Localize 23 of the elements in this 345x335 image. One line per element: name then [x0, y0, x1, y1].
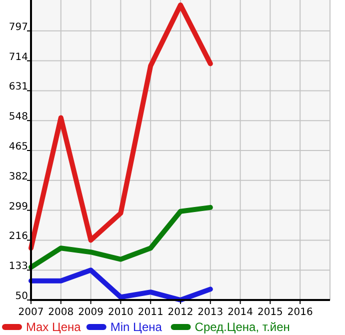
x-tick-label: 2013	[198, 307, 224, 318]
legend-label: Min Цена	[110, 320, 162, 334]
y-tick-label: 465	[8, 142, 28, 152]
legend-label: Max Цена	[26, 320, 82, 334]
y-tick-label: 548	[8, 112, 28, 123]
x-tick-label: 2008	[48, 307, 74, 318]
y-tick-label: 382	[8, 171, 28, 182]
x-tick-label: 2012	[168, 307, 194, 318]
y-tick-label: 50	[15, 291, 28, 302]
y-tick-label: 299	[8, 201, 28, 212]
y-tick-label: 216	[8, 231, 28, 242]
x-tick-label: 2011	[138, 307, 164, 318]
y-tick-label: 631	[8, 82, 28, 93]
x-tick-label: 2007	[18, 307, 44, 318]
x-tick-label: 2015	[257, 307, 283, 318]
y-tick-label: 714	[8, 52, 28, 63]
y-tick-label: 133	[8, 261, 28, 272]
x-tick-label: 2010	[108, 307, 134, 318]
y-tick-label: 797	[8, 22, 28, 33]
x-tick-label: 2014	[228, 307, 254, 318]
legend-label: Сред.Цена, т.йен	[194, 320, 290, 334]
x-tick-label: 2009	[78, 307, 104, 318]
x-tick-label: 2016	[287, 307, 313, 318]
